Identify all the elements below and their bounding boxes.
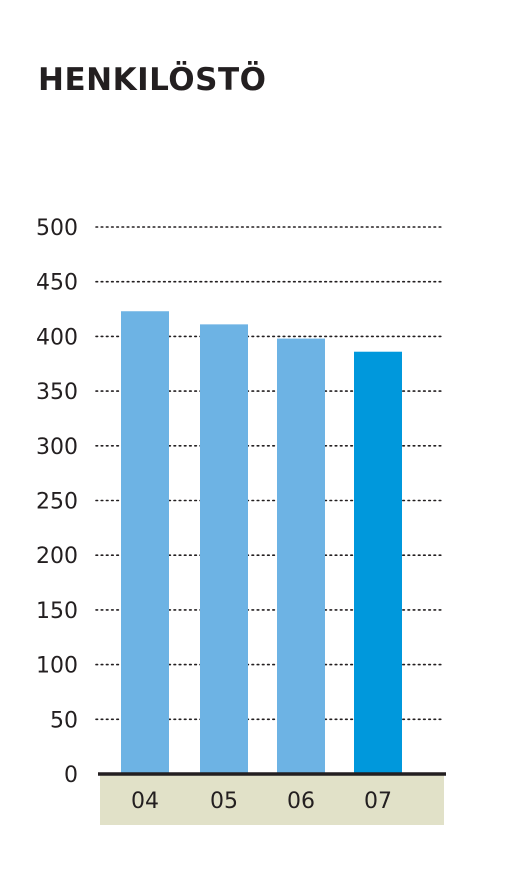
bar-07 — [354, 351, 402, 774]
chart-title: HENKILÖSTÖ — [38, 62, 267, 98]
bars — [121, 311, 402, 774]
category-band-bg — [100, 774, 444, 825]
y-tick-label: 0 — [64, 763, 78, 788]
y-tick-label: 250 — [36, 490, 78, 515]
y-tick-label: 150 — [36, 599, 78, 624]
y-tick-label: 50 — [50, 708, 78, 733]
x-tick-label: 04 — [131, 789, 159, 814]
y-tick-labels: 0 50 100 150 200 250 300 350 400 450 500 — [36, 216, 78, 788]
y-tick-label: 500 — [36, 216, 78, 241]
bar-05 — [200, 324, 248, 774]
y-tick-label: 200 — [36, 544, 78, 569]
bar-04 — [121, 311, 169, 774]
y-tick-label: 300 — [36, 435, 78, 460]
x-tick-labels: 04 05 06 07 — [131, 789, 392, 814]
x-tick-label: 07 — [364, 789, 392, 814]
y-tick-label: 350 — [36, 380, 78, 405]
y-tick-label: 100 — [36, 654, 78, 679]
x-tick-label: 05 — [210, 789, 238, 814]
category-band — [100, 774, 444, 825]
x-tick-label: 06 — [287, 789, 315, 814]
y-tick-label: 400 — [36, 325, 78, 350]
bar-06 — [277, 338, 325, 774]
y-tick-label: 450 — [36, 271, 78, 296]
